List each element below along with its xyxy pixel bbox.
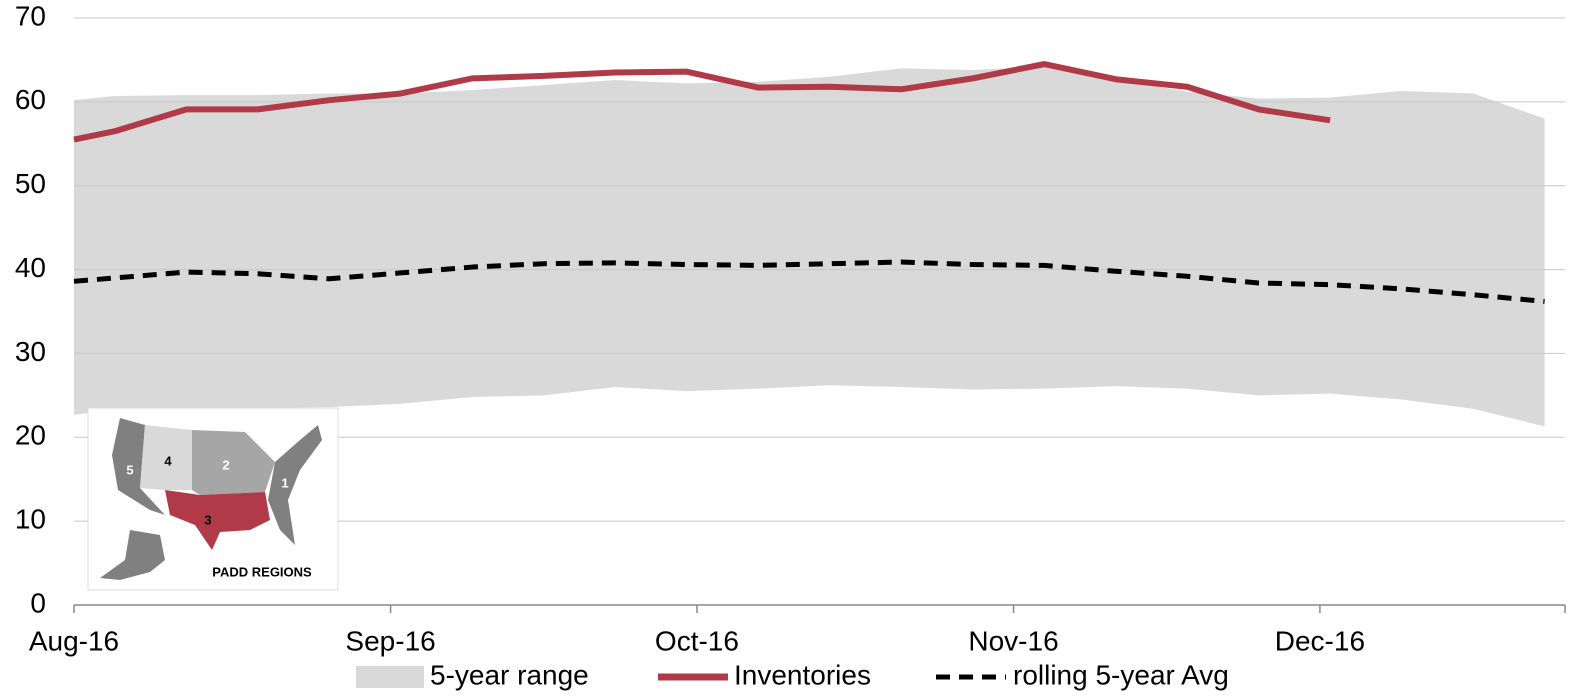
- region-3: [165, 490, 270, 550]
- legend-label: Inventories: [734, 659, 871, 690]
- series-line: [73, 61, 1331, 143]
- region-alaska: [100, 530, 165, 580]
- y-tick-label: 30: [15, 336, 46, 367]
- region-4: [140, 425, 192, 490]
- x-tick-label: Dec-16: [1275, 625, 1365, 656]
- region-label: 4: [164, 453, 172, 468]
- region-label: 5: [126, 462, 133, 477]
- series-line: [73, 259, 1545, 304]
- x-tick-label: Oct-16: [655, 625, 739, 656]
- y-tick-label: 70: [15, 0, 46, 31]
- y-tick-label: 40: [15, 252, 46, 283]
- region-label: 3: [204, 512, 211, 527]
- y-tick-label: 0: [30, 587, 46, 618]
- x-tick-label: Aug-16: [29, 625, 119, 656]
- y-tick-label: 10: [15, 504, 46, 535]
- y-tick-label: 50: [15, 168, 46, 199]
- legend: 5-year range Inventories rolling 5-year Av…: [356, 659, 1229, 690]
- y-tick-label: 20: [15, 420, 46, 451]
- plot-area: 0 10 20 30 40 50 60 70 Aug-16 Sep-16 Oct-16 Nov-16 D…: [15, 0, 1566, 656]
- x-tick-label: Sep-16: [345, 625, 435, 656]
- legend-swatch: [356, 666, 424, 688]
- region-label: 1: [281, 475, 288, 490]
- inset-title: PADD REGIONS: [212, 564, 312, 579]
- region-2: [192, 430, 275, 495]
- range-band: [74, 66, 1545, 427]
- region-label: 2: [222, 457, 229, 472]
- region-1: [268, 425, 322, 545]
- y-tick-label: 60: [15, 84, 46, 115]
- legend-label: rolling 5-year Avg: [1013, 659, 1229, 690]
- legend-label: 5-year range: [430, 659, 589, 690]
- inset-map: 2 1 3 4 5 PADD REGIONS: [87, 407, 339, 591]
- x-tick-label: Nov-16: [968, 625, 1058, 656]
- region-5: [112, 418, 165, 515]
